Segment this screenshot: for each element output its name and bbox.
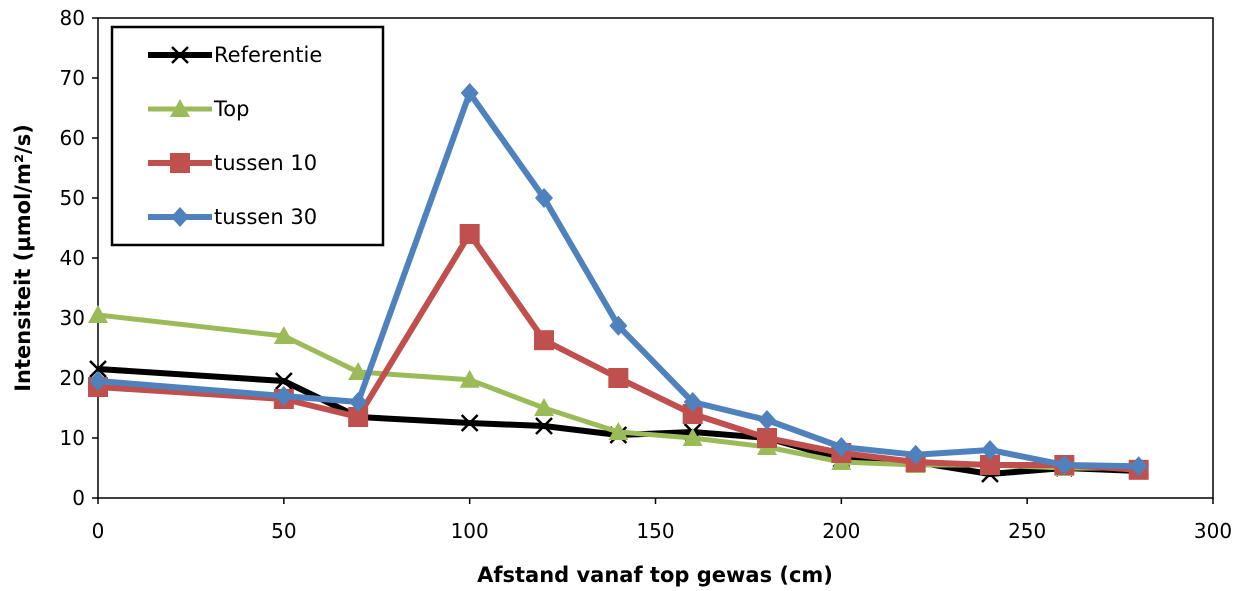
legend-label: Referentie <box>214 43 322 67</box>
y-tick-label: 10 <box>60 426 85 450</box>
marker-stroke <box>460 414 479 432</box>
y-tick-label: 30 <box>60 306 85 330</box>
legend-entry: Top <box>148 97 249 121</box>
legend-label: tussen 30 <box>214 205 317 229</box>
data-point <box>609 315 628 336</box>
y-axis-title: Intensiteit (µmol/m²/s) <box>11 124 35 392</box>
marker-stroke <box>535 417 553 435</box>
data-point <box>274 386 293 406</box>
series-layer <box>88 83 1149 483</box>
x-tick-label: 200 <box>822 519 860 543</box>
data-point <box>89 371 107 391</box>
data-point <box>460 83 479 103</box>
legend-entry: tussen 10 <box>148 151 317 175</box>
data-point <box>757 428 777 448</box>
legend-entry: tussen 30 <box>148 205 317 229</box>
data-point <box>535 188 553 208</box>
data-point <box>348 362 369 380</box>
data-point <box>459 224 480 244</box>
legend-box <box>110 25 385 247</box>
data-point <box>832 437 851 457</box>
data-point <box>682 428 703 446</box>
data-point <box>274 372 293 390</box>
data-point <box>1055 455 1074 475</box>
y-tick-label: 60 <box>60 126 85 150</box>
data-point <box>89 360 107 378</box>
legend-swatch-marker <box>170 153 190 173</box>
x-tick-label: 100 <box>451 519 489 543</box>
legend-label: Top <box>213 97 249 121</box>
data-point <box>348 407 369 427</box>
legend: Referentie Top tussen 10 tussen 30 <box>110 25 385 247</box>
data-point <box>980 455 1000 475</box>
data-point <box>460 414 479 432</box>
y-tick-label: 70 <box>60 66 85 90</box>
x-tick-label: 150 <box>636 519 674 543</box>
data-point <box>682 404 703 424</box>
data-point <box>534 398 554 416</box>
data-point <box>608 422 629 440</box>
data-point <box>758 410 776 430</box>
marker-stroke <box>171 46 189 64</box>
y-tick-label: 20 <box>60 366 85 390</box>
legend-label: tussen 10 <box>214 151 317 175</box>
data-point <box>1129 456 1148 477</box>
x-tick-label: 50 <box>271 519 296 543</box>
legend-swatch-marker <box>171 207 189 227</box>
y-tick-label: 0 <box>72 486 85 510</box>
data-point <box>88 305 108 323</box>
data-point <box>459 369 480 388</box>
y-tick-label: 50 <box>60 186 85 210</box>
y-tick-label: 80 <box>60 6 85 30</box>
marker-stroke <box>89 360 107 378</box>
y-tick-label: 40 <box>60 246 85 270</box>
legend-swatch-marker <box>171 46 189 64</box>
data-point <box>683 392 702 412</box>
data-point <box>273 326 294 344</box>
x-tick-label: 250 <box>1008 519 1046 543</box>
data-point <box>981 440 999 460</box>
data-point <box>608 368 629 388</box>
data-point <box>349 392 368 412</box>
data-point <box>534 330 554 351</box>
series-3 <box>89 83 1148 477</box>
legend-swatch-marker <box>170 99 190 117</box>
legend-entry: Referentie <box>148 43 322 67</box>
tick-labels: 0 10 20 30 40 50 60 70 80 0 50 100 150 200 250 300 <box>60 6 1233 543</box>
x-tick-label: 300 <box>1194 519 1232 543</box>
marker-stroke <box>274 372 293 390</box>
x-axis-title: Afstand vanaf top gewas (cm) <box>477 563 833 587</box>
data-point <box>906 444 925 465</box>
x-tick-label: 0 <box>92 519 105 543</box>
data-point <box>535 417 553 435</box>
